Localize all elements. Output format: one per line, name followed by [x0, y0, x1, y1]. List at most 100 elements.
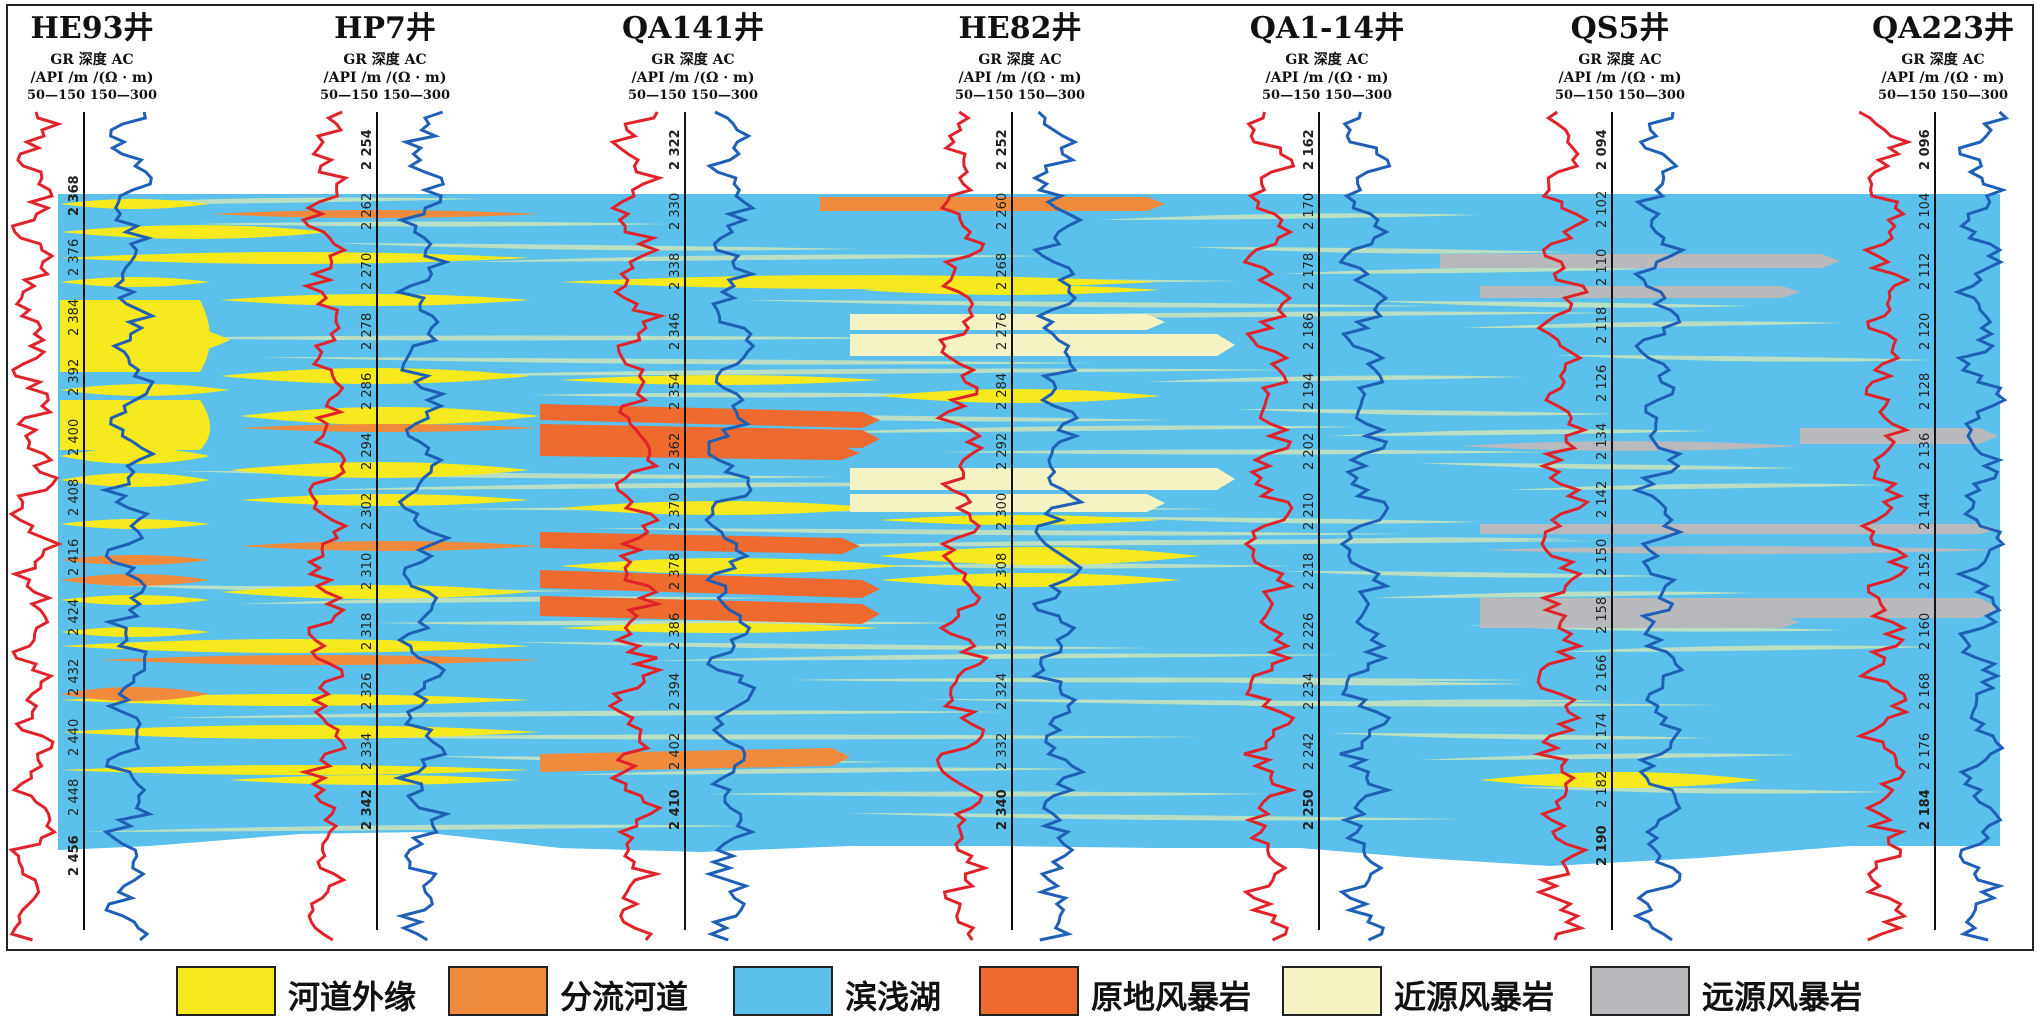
curve-header-names: GR 深度 AC — [1578, 51, 1661, 68]
depth-label: 2 432 — [67, 659, 82, 696]
depth-label: 2 094 — [1595, 129, 1610, 170]
curve-header-ranges: 50—150 150—300 — [1878, 88, 2008, 103]
gr-curve — [1855, 110, 1913, 942]
river-edge-lens — [560, 558, 900, 574]
depth-label: 2 252 — [995, 129, 1010, 170]
well-name: QA141井 — [622, 11, 764, 46]
depth-label: 2 142 — [1595, 481, 1610, 518]
distal-tempestite-slab — [1480, 616, 1800, 628]
depth-label: 2 330 — [668, 193, 683, 230]
legend-swatch — [1282, 966, 1382, 1016]
depth-label: 2 254 — [360, 129, 375, 170]
proximal-tempestite-slab — [850, 494, 1165, 512]
river-edge-lens — [60, 473, 210, 487]
depth-label: 2 400 — [67, 419, 82, 456]
thin-bed — [119, 335, 910, 341]
depth-label: 2 456 — [67, 835, 82, 876]
depth-label: 2 194 — [1302, 373, 1317, 410]
depth-label: 2 354 — [668, 373, 683, 410]
distal-tempestite-slab — [1480, 524, 1998, 534]
curve-header-ranges: 50—150 150—300 — [1262, 88, 1392, 103]
thin-bed — [1556, 645, 1936, 652]
ac-curve — [1631, 111, 1687, 942]
depth-label: 2 262 — [360, 193, 375, 230]
depth-label: 2 104 — [1918, 193, 1933, 230]
curve-header-units: /API /m /(Ω · m) — [31, 70, 154, 86]
depth-label: 2 448 — [67, 779, 82, 816]
depth-label: 2 120 — [1918, 313, 1933, 350]
thin-bed — [1510, 483, 1890, 490]
in-situ-tempestite-slab — [540, 442, 860, 460]
thin-bed — [296, 734, 1200, 740]
depth-label: 2 110 — [1595, 249, 1610, 286]
thin-bed — [1555, 355, 1935, 362]
depth-label: 2 176 — [1918, 733, 1933, 770]
depth-label: 2 112 — [1918, 253, 1933, 290]
legend-swatch — [1590, 966, 1690, 1016]
depth-label: 2 234 — [1302, 673, 1317, 710]
depth-label: 2 150 — [1595, 539, 1610, 576]
thin-bed — [1464, 321, 1844, 328]
river-edge-lens — [60, 627, 210, 637]
curve-header-units: /API /m /(Ω · m) — [1882, 70, 2005, 86]
depth-label: 2 276 — [995, 313, 1010, 350]
ac-curve — [99, 111, 157, 942]
well-column: HE93井 GR 深度 AC/API /m /(Ω · m) 50—150 150—… — [27, 11, 157, 930]
depth-label: 2 268 — [995, 253, 1010, 290]
depth-label: 2 210 — [1302, 493, 1317, 530]
ac-curve — [1338, 111, 1394, 942]
thin-bed — [197, 221, 670, 227]
depth-label: 2 292 — [995, 433, 1010, 470]
thin-bed — [1282, 267, 1662, 274]
legend-swatch — [733, 966, 833, 1016]
thin-bed — [237, 596, 770, 604]
curve-header-names: GR 深度 AC — [978, 51, 1061, 68]
proximal-tempestite-slab — [850, 314, 1165, 330]
thin-bed — [844, 813, 1460, 821]
legend-label: 滨浅湖 — [845, 978, 942, 1016]
depth-label: 2 386 — [668, 613, 683, 650]
thin-bed — [1147, 679, 1527, 686]
well-column: QS5井 GR 深度 AC/API /m /(Ω · m) 50—150 150—3… — [1555, 11, 1685, 930]
thin-bed — [81, 824, 750, 832]
depth-label: 2 326 — [360, 673, 375, 710]
river-edge-lens — [860, 285, 1160, 295]
river-edge-lens — [60, 448, 210, 464]
curve-header-units: /API /m /(Ω · m) — [1559, 70, 1682, 86]
curve-header-names: GR 深度 AC — [50, 51, 133, 68]
well-column: QA1-14井 GR 深度 AC/API /m /(Ω · m) 50—150 15… — [1250, 11, 1404, 930]
depth-label: 2 190 — [1595, 825, 1610, 866]
well-column: HE82井 GR 深度 AC/API /m /(Ω · m) 50—150 150—… — [955, 11, 1085, 930]
depth-label: 2 118 — [1595, 307, 1610, 344]
curve-header-ranges: 50—150 150—300 — [27, 88, 157, 103]
gr-curve — [298, 110, 350, 942]
river-edge-lens — [60, 384, 230, 396]
depth-label: 2 278 — [360, 313, 375, 350]
depth-label: 2 102 — [1595, 191, 1610, 228]
gr-curve — [1242, 111, 1298, 942]
depth-label: 2 416 — [67, 539, 82, 576]
curve-header-names: GR 深度 AC — [651, 51, 734, 68]
distal-tempestite-slab — [1440, 254, 1840, 268]
depth-label: 2 182 — [1595, 771, 1610, 808]
well-name: HP7井 — [334, 11, 436, 46]
thin-bed — [511, 642, 1150, 650]
depth-label: 2 242 — [1302, 733, 1317, 770]
thin-bed — [1101, 517, 1481, 524]
depth-label: 2 332 — [995, 733, 1010, 770]
curve-header-ranges: 50—150 150—300 — [955, 88, 1085, 103]
depth-label: 2 174 — [1595, 713, 1610, 750]
river-edge-lens — [60, 300, 210, 372]
legend-label: 分流河道 — [560, 978, 689, 1016]
distributary-channel-slab — [540, 748, 850, 772]
depth-label: 2 096 — [1918, 129, 1933, 170]
distributary-channel-lens — [240, 541, 540, 551]
depth-label: 2 126 — [1595, 365, 1610, 402]
ac-curve — [392, 110, 453, 942]
in-situ-tempestite-slab — [540, 424, 880, 448]
legend-label: 远源风暴岩 — [1702, 978, 1863, 1016]
legend-swatch — [176, 966, 276, 1016]
depth-label: 2 302 — [360, 493, 375, 530]
depth-label: 2 162 — [1302, 129, 1317, 170]
depth-label: 2 136 — [1918, 433, 1933, 470]
